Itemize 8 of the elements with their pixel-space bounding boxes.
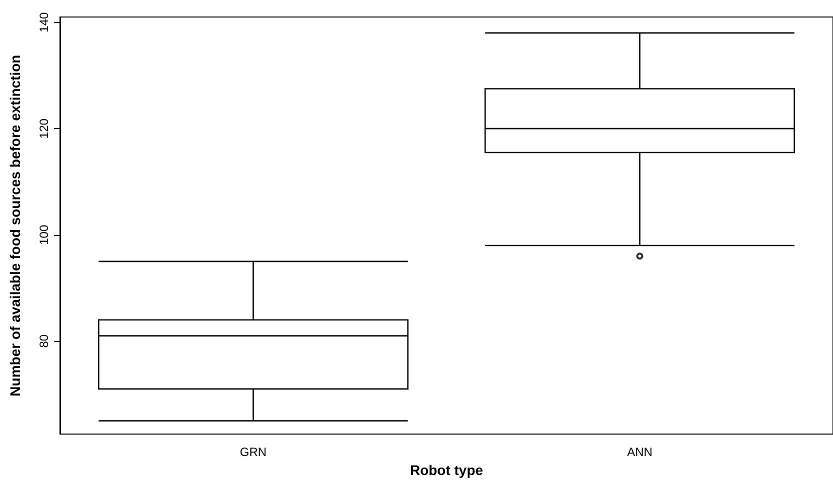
y-axis-title: Number of available food sources before extinction (7, 54, 23, 396)
x-tick-label: GRN (240, 445, 267, 460)
x-tick-label: ANN (627, 445, 652, 460)
y-tick-label: 80 (37, 334, 51, 348)
y-tick-label: 100 (37, 224, 51, 245)
x-axis-title: Robot type (410, 462, 484, 478)
y-tick-label: 140 (37, 12, 51, 32)
y-tick-label: 120 (37, 118, 51, 139)
